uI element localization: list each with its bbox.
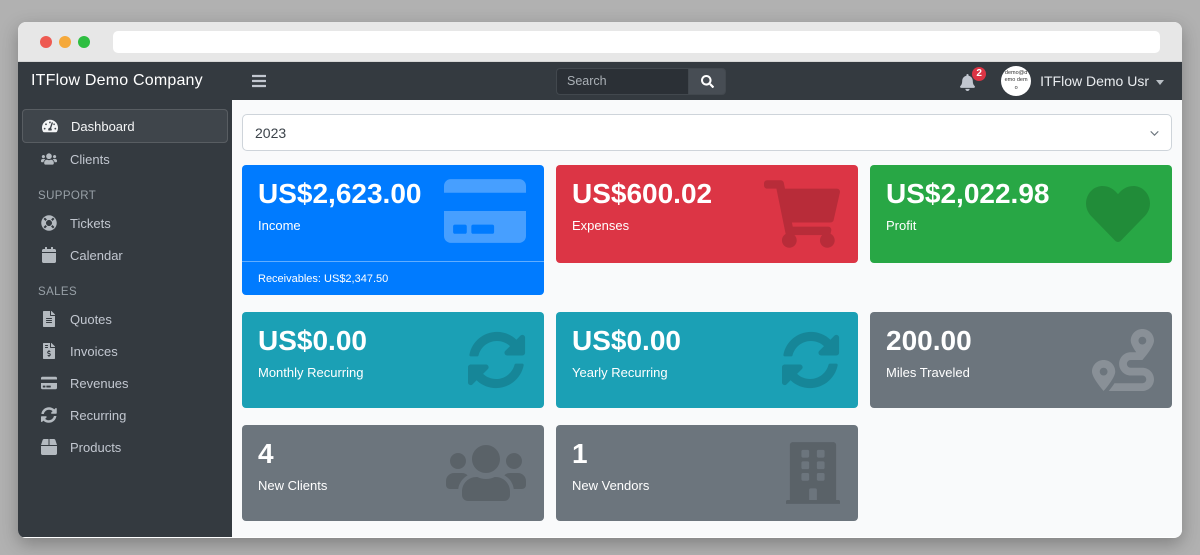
route-icon [1092,329,1154,391]
new-clients-value: 4 [258,438,274,469]
bell-icon [959,73,977,91]
sync-icon [41,407,57,423]
credit-card-icon [41,375,57,391]
income-value: US$2,623.00 [258,178,422,209]
traffic-light-minimize-button[interactable] [59,35,71,48]
file-invoice-dollar-icon [41,343,57,359]
caret-down-icon [1156,79,1164,85]
profit-card[interactable]: US$2,022.98 Profit [870,165,1172,263]
sidebar-section-sales: SALES [38,286,78,298]
sidebar-item-label: Clients [70,151,110,167]
browser-window: ITFlow Demo Company Dashboard Clients SU… [18,22,1182,538]
sidebar-item-calendar[interactable]: Calendar [18,239,232,271]
monthly-recurring-label: Monthly Recurring [258,365,364,381]
shopping-cart-icon [764,180,840,248]
sidebar-nav: Dashboard Clients SUPPORT Tickets [18,100,232,463]
search-button[interactable] [688,67,726,95]
sidebar-item-label: Revenues [70,375,129,391]
new-clients-label: New Clients [258,478,328,494]
top-navbar: 2 demo@demo demo ITFlow Demo Usr [232,62,1182,100]
new-vendors-card[interactable]: 1 New Vendors [556,425,858,521]
building-icon [786,442,840,504]
profit-label: Profit [886,218,917,234]
profit-value: US$2,022.98 [886,178,1050,209]
sidebar-item-products[interactable]: Products [18,431,232,463]
company-title: ITFlow Demo Company [31,72,203,89]
sidebar-section-support: SUPPORT [38,190,97,202]
user-avatar[interactable]: demo@demo demo [1001,66,1032,96]
monthly-recurring-card[interactable]: US$0.00 Monthly Recurring [242,312,544,408]
yearly-recurring-card[interactable]: US$0.00 Yearly Recurring [556,312,858,408]
card-divider [242,261,544,262]
new-vendors-value: 1 [572,438,588,469]
sidebar-item-tickets[interactable]: Tickets [18,207,232,239]
sync-icon [468,331,526,389]
sidebar-item-clients[interactable]: Clients [18,143,232,175]
tachometer-icon [42,118,58,134]
sidebar-item-label: Recurring [70,407,127,423]
sidebar-item-invoices[interactable]: Invoices [18,335,232,367]
expenses-label: Expenses [572,218,630,234]
sidebar-item-revenues[interactable]: Revenues [18,367,232,399]
sidebar-item-label: Invoices [70,343,118,359]
miles-traveled-value: 200.00 [886,325,972,356]
year-select[interactable]: 2023 [242,114,1172,151]
box-icon [41,439,57,455]
user-dropdown[interactable]: ITFlow Demo Usr [1040,73,1164,89]
search-input[interactable] [556,67,688,95]
sidebar-item-label: Products [70,439,122,455]
file-text-icon [41,311,57,327]
income-receivables: Receivables: US$2,347.50 [258,273,389,285]
browser-chrome [18,22,1182,62]
sidebar-item-dashboard[interactable]: Dashboard [22,109,228,143]
main-column: 2 demo@demo demo ITFlow Demo Usr 2023 [232,62,1182,537]
heart-icon [1082,182,1154,246]
yearly-recurring-label: Yearly Recurring [572,365,668,381]
search-icon [700,74,714,88]
income-label: Income [258,218,301,234]
expenses-card[interactable]: US$600.02 Expenses [556,165,858,263]
income-card[interactable]: US$2,623.00 Income Receivables: US$2,347… [242,165,544,295]
sidebar-item-label: Dashboard [71,118,135,134]
yearly-recurring-value: US$0.00 [572,325,681,356]
miles-traveled-card[interactable]: 200.00 Miles Traveled [870,312,1172,408]
sync-icon [782,331,840,389]
sidebar: ITFlow Demo Company Dashboard Clients SU… [18,62,232,537]
app-root: ITFlow Demo Company Dashboard Clients SU… [18,62,1182,537]
notifications-button[interactable]: 2 [959,66,987,91]
sidebar-item-label: Calendar [70,247,123,263]
new-clients-card[interactable]: 4 New Clients [242,425,544,521]
sidebar-item-label: Quotes [70,311,112,327]
stat-cards-grid: US$2,623.00 Income Receivables: US$2,347… [242,165,1172,521]
year-filter: 2023 [242,114,1172,151]
expenses-value: US$600.02 [572,178,713,209]
user-name: ITFlow Demo Usr [1040,73,1149,89]
calendar-icon [41,247,57,263]
sidebar-item-label: Tickets [70,215,111,231]
users-icon [41,151,57,167]
notification-badge: 2 [972,66,987,81]
traffic-light-close-button[interactable] [40,35,52,48]
life-ring-icon [41,215,57,231]
menu-bars-icon[interactable] [250,73,268,89]
sidebar-item-quotes[interactable]: Quotes [18,303,232,335]
dashboard-content: 2023 US$2,623.00 Income [232,100,1182,537]
credit-card-icon [444,175,526,248]
monthly-recurring-value: US$0.00 [258,325,367,356]
search-group [556,67,726,95]
new-vendors-label: New Vendors [572,478,650,494]
traffic-light-zoom-button[interactable] [78,35,90,48]
sidebar-item-recurring[interactable]: Recurring [18,399,232,431]
address-bar[interactable] [113,30,1160,53]
users-icon [446,441,526,505]
miles-traveled-label: Miles Traveled [886,365,970,381]
